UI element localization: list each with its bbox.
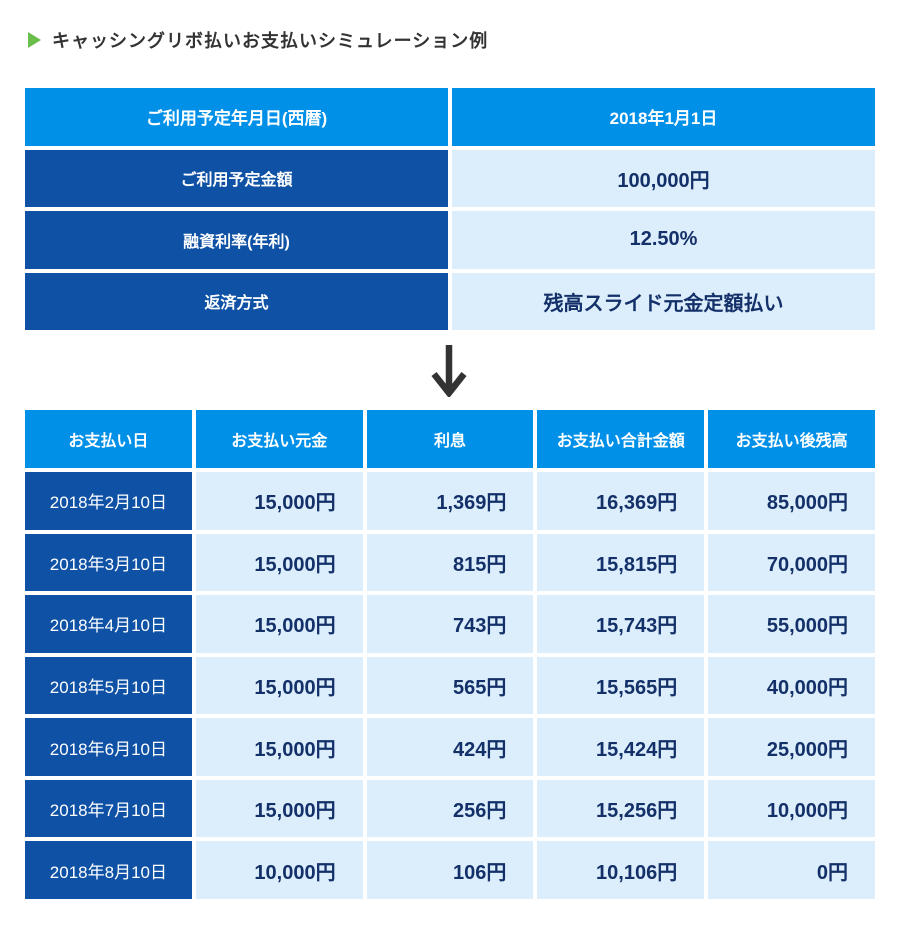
- payment-balance-cell: 10,000円: [708, 779, 875, 838]
- payment-date-cell: 2018年4月10日: [25, 595, 192, 653]
- payment-total-cell: 15,256円: [537, 779, 705, 838]
- condition-value-cell: 12.50%: [452, 211, 875, 269]
- payment-total-cell: 16,369円: [537, 472, 705, 530]
- payment-date-cell: 2018年6月10日: [25, 718, 192, 776]
- payment-balance-cell: 40,000円: [708, 656, 875, 715]
- page-title-row: キャッシングリボ払いお支払いシミュレーション例: [28, 27, 488, 53]
- payment-principal-cell: 10,000円: [195, 841, 363, 899]
- payment-total-cell: 15,743円: [537, 595, 705, 653]
- condition-value-cell: 残高スライド元金定額払い: [452, 272, 875, 330]
- title-bullet-icon: [28, 32, 41, 48]
- payment-principal-cell: 15,000円: [195, 718, 363, 776]
- payment-interest-cell: 256円: [366, 779, 534, 838]
- payment-total-cell: 15,815円: [537, 533, 705, 592]
- schedule-header-cell: お支払い合計金額: [537, 410, 705, 468]
- page-title: キャッシングリボ払いお支払いシミュレーション例: [52, 31, 489, 51]
- payment-principal-cell: 15,000円: [195, 779, 363, 838]
- condition-label-cell: ご利用予定金額: [25, 149, 448, 207]
- payment-principal-cell: 15,000円: [195, 533, 363, 592]
- payment-interest-cell: 565円: [366, 656, 534, 715]
- payment-date-cell: 2018年5月10日: [25, 656, 192, 715]
- payment-date-cell: 2018年7月10日: [25, 779, 192, 838]
- conditions-table: ご利用予定年月日(西暦) 2018年1月1日 ご利用予定金額 100,000円 …: [25, 88, 875, 330]
- payment-date-cell: 2018年8月10日: [25, 841, 192, 899]
- payment-date-cell: 2018年3月10日: [25, 533, 192, 592]
- condition-value-cell: 2018年1月1日: [452, 88, 875, 146]
- condition-label-cell: 返済方式: [25, 272, 448, 330]
- payment-interest-cell: 815円: [366, 533, 534, 592]
- payment-total-cell: 15,565円: [537, 656, 705, 715]
- schedule-table: お支払い日 お支払い元金 利息 お支払い合計金額 お支払い後残高 2018年2月…: [25, 410, 875, 899]
- schedule-header-cell: お支払い後残高: [708, 410, 875, 468]
- payment-balance-cell: 70,000円: [708, 533, 875, 592]
- payment-principal-cell: 15,000円: [195, 595, 363, 653]
- condition-label-cell: 融資利率(年利): [25, 211, 448, 269]
- payment-date-cell: 2018年2月10日: [25, 472, 192, 530]
- payment-interest-cell: 1,369円: [366, 472, 534, 530]
- condition-label-cell: ご利用予定年月日(西暦): [25, 88, 448, 146]
- payment-interest-cell: 106円: [366, 841, 534, 899]
- condition-value-cell: 100,000円: [452, 149, 875, 207]
- payment-balance-cell: 55,000円: [708, 595, 875, 653]
- schedule-header-cell: 利息: [366, 410, 534, 468]
- payment-total-cell: 10,106円: [537, 841, 705, 899]
- schedule-header-cell: お支払い日: [25, 410, 192, 468]
- payment-principal-cell: 15,000円: [195, 472, 363, 530]
- flow-down-arrow-icon: [431, 345, 467, 397]
- payment-interest-cell: 743円: [366, 595, 534, 653]
- schedule-header-cell: お支払い元金: [195, 410, 363, 468]
- payment-interest-cell: 424円: [366, 718, 534, 776]
- payment-balance-cell: 0円: [708, 841, 875, 899]
- payment-principal-cell: 15,000円: [195, 656, 363, 715]
- payment-total-cell: 15,424円: [537, 718, 705, 776]
- payment-balance-cell: 25,000円: [708, 718, 875, 776]
- payment-balance-cell: 85,000円: [708, 472, 875, 530]
